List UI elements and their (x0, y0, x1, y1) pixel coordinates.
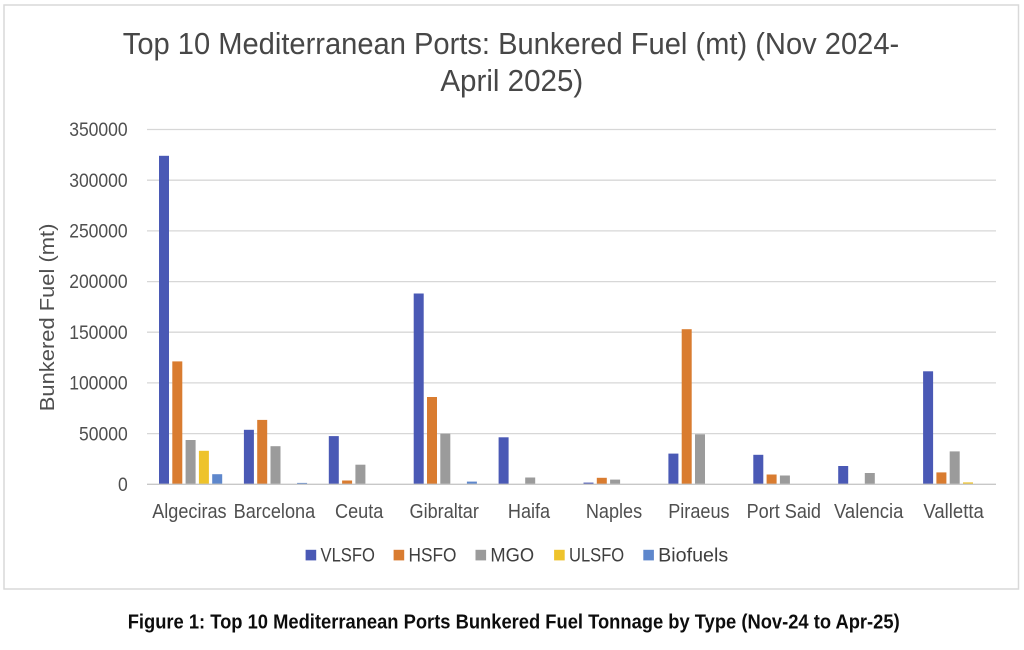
svg-text:Ceuta: Ceuta (335, 500, 384, 523)
svg-text:300000: 300000 (69, 171, 128, 192)
svg-text:250000: 250000 (69, 222, 128, 243)
svg-text:Piraeus: Piraeus (668, 500, 729, 523)
svg-text:200000: 200000 (69, 272, 128, 293)
svg-text:MGO: MGO (490, 546, 534, 567)
svg-text:Algeciras: Algeciras (152, 500, 226, 523)
svg-text:350000: 350000 (69, 120, 128, 141)
svg-text:Naples: Naples (586, 500, 642, 523)
svg-text:Top 10 Mediterranean Ports: Bu: Top 10 Mediterranean Ports: Bunkered Fue… (123, 26, 899, 61)
svg-text:Valletta: Valletta (923, 500, 984, 523)
svg-text:0: 0 (118, 475, 128, 496)
svg-text:Bunkered Fuel (mt): Bunkered Fuel (mt) (36, 224, 59, 412)
svg-text:Port Said: Port Said (747, 500, 821, 523)
svg-text:50000: 50000 (79, 424, 128, 445)
svg-text:100000: 100000 (69, 374, 128, 395)
svg-text:Figure 1: Top 10 Mediterranean: Figure 1: Top 10 Mediterranean Ports Bun… (128, 610, 900, 633)
svg-text:HSFO: HSFO (409, 546, 457, 567)
svg-text:April 2025): April 2025) (440, 63, 583, 98)
svg-text:VLSFO: VLSFO (321, 546, 375, 567)
svg-text:Barcelona: Barcelona (234, 500, 316, 523)
svg-text:Haifa: Haifa (508, 500, 551, 523)
svg-text:Biofuels: Biofuels (658, 546, 728, 567)
svg-text:Gibraltar: Gibraltar (410, 500, 480, 523)
svg-text:150000: 150000 (69, 323, 128, 344)
svg-text:Valencia: Valencia (834, 500, 904, 523)
svg-text:ULSFO: ULSFO (569, 546, 624, 567)
